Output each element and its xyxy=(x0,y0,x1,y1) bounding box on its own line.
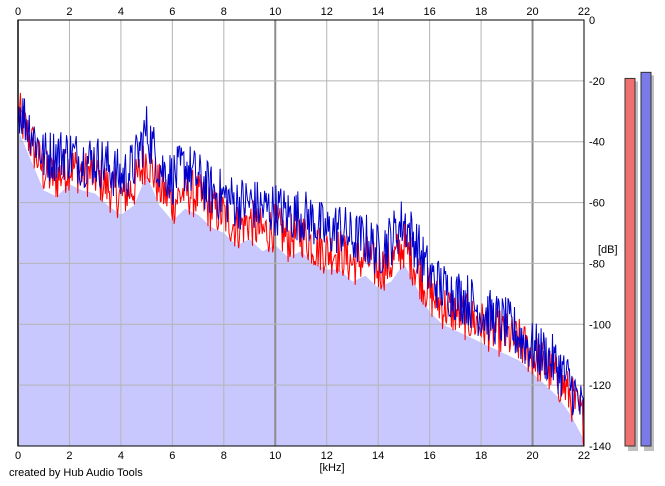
x-tick-label-top: 16 xyxy=(424,6,436,18)
x-tick-label-top: 22 xyxy=(578,6,590,18)
y-tick-label: -40 xyxy=(589,137,605,149)
x-tick-label-bottom: 2 xyxy=(66,450,72,462)
x-tick-label-top: 12 xyxy=(321,6,333,18)
x-tick-label-bottom: 4 xyxy=(118,450,124,462)
x-tick-label-top: 4 xyxy=(118,6,124,18)
x-tick-label-bottom: 8 xyxy=(221,450,227,462)
x-tick-label-bottom: 12 xyxy=(321,450,333,462)
x-tick-label-top: 18 xyxy=(475,6,487,18)
x-tick-label-bottom: 0 xyxy=(15,450,21,462)
y-tick-label: -80 xyxy=(589,258,605,270)
x-axis-unit-label: [kHz] xyxy=(319,462,344,474)
x-tick-label-top: 6 xyxy=(169,6,175,18)
x-tick-label-bottom: 20 xyxy=(526,450,538,462)
x-tick-label-bottom: 14 xyxy=(372,450,384,462)
x-tick-label-bottom: 18 xyxy=(475,450,487,462)
x-tick-label-top: 2 xyxy=(66,6,72,18)
plot-frame xyxy=(17,19,585,447)
x-tick-label-top: 14 xyxy=(372,6,384,18)
y-tick-label: -60 xyxy=(589,198,605,210)
y-tick-label: -120 xyxy=(589,380,611,392)
x-tick-label-bottom: 16 xyxy=(424,450,436,462)
y-tick-label: -100 xyxy=(589,319,611,331)
series-line-right xyxy=(17,98,585,427)
x-tick-label-bottom: 22 xyxy=(578,450,590,462)
y-tick-label: 0 xyxy=(589,15,595,27)
x-tick-label-bottom: 10 xyxy=(269,450,281,462)
y-tick-label: -140 xyxy=(589,441,611,453)
x-tick-label-bottom: 6 xyxy=(169,450,175,462)
y-tick-label: -20 xyxy=(589,76,605,88)
spectrum-area-fill xyxy=(18,129,584,446)
level-meter-right xyxy=(640,71,652,447)
x-tick-label-top: 8 xyxy=(221,6,227,18)
level-meter-left xyxy=(624,77,636,447)
x-tick-label-top: 0 xyxy=(15,6,21,18)
credit-text: created by Hub Audio Tools xyxy=(9,467,143,479)
y-axis-unit-label: [dB] xyxy=(598,244,618,256)
x-tick-label-top: 20 xyxy=(526,6,538,18)
x-tick-label-top: 10 xyxy=(269,6,281,18)
